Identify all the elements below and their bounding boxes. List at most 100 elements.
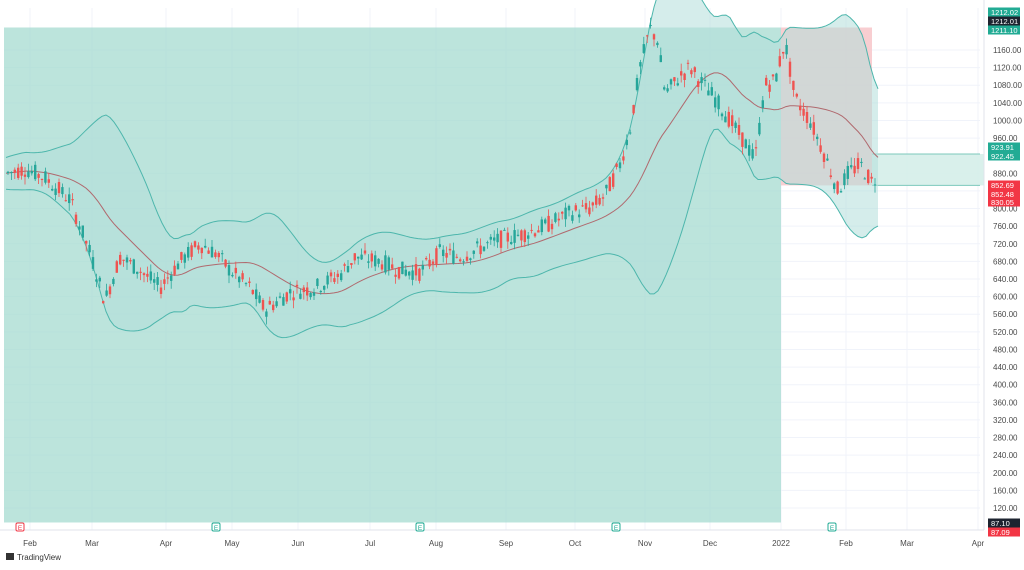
candle[interactable] xyxy=(663,85,666,91)
candle[interactable] xyxy=(139,267,142,281)
candle[interactable] xyxy=(557,212,560,227)
candle[interactable] xyxy=(302,285,305,300)
candle[interactable] xyxy=(625,134,628,150)
candle[interactable] xyxy=(612,169,615,190)
candle[interactable] xyxy=(88,240,91,257)
candle[interactable] xyxy=(153,272,156,290)
candle[interactable] xyxy=(278,292,282,299)
candle[interactable] xyxy=(204,238,207,249)
candle[interactable] xyxy=(591,201,594,212)
candle[interactable] xyxy=(265,308,268,325)
candle[interactable] xyxy=(554,211,557,224)
candle[interactable] xyxy=(588,200,591,217)
candle[interactable] xyxy=(639,59,642,75)
candle[interactable] xyxy=(635,74,639,92)
candle[interactable] xyxy=(853,158,856,178)
candle[interactable] xyxy=(34,161,37,182)
candle[interactable] xyxy=(493,230,496,247)
candle[interactable] xyxy=(822,152,826,169)
candle[interactable] xyxy=(57,178,61,198)
event-marker[interactable]: E xyxy=(827,522,837,532)
candle[interactable] xyxy=(751,143,754,161)
candle[interactable] xyxy=(819,138,822,154)
candle[interactable] xyxy=(68,187,71,211)
candle[interactable] xyxy=(435,245,438,268)
candle[interactable] xyxy=(540,216,543,236)
candle[interactable] xyxy=(119,251,122,266)
candle[interactable] xyxy=(873,178,877,193)
event-marker[interactable]: E xyxy=(611,522,621,532)
candle[interactable] xyxy=(51,185,54,192)
candle[interactable] xyxy=(659,47,662,63)
candle[interactable] xyxy=(506,227,509,249)
candle[interactable] xyxy=(13,167,16,180)
candle[interactable] xyxy=(200,247,203,260)
candle[interactable] xyxy=(40,178,44,187)
candle[interactable] xyxy=(431,259,435,272)
candle[interactable] xyxy=(85,240,88,252)
candle[interactable] xyxy=(782,51,785,59)
candle[interactable] xyxy=(285,291,288,304)
candle[interactable] xyxy=(775,72,778,82)
candle[interactable] xyxy=(802,102,805,121)
candle[interactable] xyxy=(503,227,506,231)
candle[interactable] xyxy=(238,275,241,288)
candle[interactable] xyxy=(37,172,40,185)
candle[interactable] xyxy=(550,219,554,235)
candle[interactable] xyxy=(374,250,377,272)
candle[interactable] xyxy=(720,112,724,121)
candle[interactable] xyxy=(622,150,625,165)
candle[interactable] xyxy=(530,223,533,234)
candle[interactable] xyxy=(190,242,193,261)
candle[interactable] xyxy=(632,104,635,116)
candle[interactable] xyxy=(703,73,707,87)
candle[interactable] xyxy=(91,249,95,271)
candle[interactable] xyxy=(867,168,870,185)
candle[interactable] xyxy=(282,293,285,306)
candle[interactable] xyxy=(734,120,737,133)
candle[interactable] xyxy=(707,82,710,96)
candle[interactable] xyxy=(408,270,411,280)
event-marker[interactable]: E xyxy=(415,522,425,532)
candle[interactable] xyxy=(353,253,356,265)
candle[interactable] xyxy=(727,106,730,129)
candle[interactable] xyxy=(595,189,598,209)
candle[interactable] xyxy=(112,277,115,287)
candle[interactable] xyxy=(425,256,428,261)
candle[interactable] xyxy=(323,285,326,294)
candle[interactable] xyxy=(367,254,370,269)
candle[interactable] xyxy=(275,296,278,308)
candle[interactable] xyxy=(316,278,319,289)
candle[interactable] xyxy=(210,240,214,258)
candle[interactable] xyxy=(404,264,407,277)
candle[interactable] xyxy=(513,223,516,250)
candle[interactable] xyxy=(860,158,863,168)
candle[interactable] xyxy=(391,257,394,270)
candle[interactable] xyxy=(669,78,673,90)
candle[interactable] xyxy=(469,257,472,265)
candle[interactable] xyxy=(792,80,795,97)
candle[interactable] xyxy=(255,283,258,307)
candle[interactable] xyxy=(642,36,645,54)
candle[interactable] xyxy=(231,272,234,278)
candle[interactable] xyxy=(183,252,186,269)
candle[interactable] xyxy=(197,242,200,254)
candle[interactable] xyxy=(693,66,696,79)
candle[interactable] xyxy=(187,242,190,261)
candle[interactable] xyxy=(465,251,469,263)
candle[interactable] xyxy=(224,259,227,269)
candle[interactable] xyxy=(448,243,452,256)
candle[interactable] xyxy=(826,153,829,162)
candle[interactable] xyxy=(268,296,271,305)
candle[interactable] xyxy=(30,165,33,176)
candle[interactable] xyxy=(333,271,336,284)
candle[interactable] xyxy=(833,182,836,194)
candle[interactable] xyxy=(690,68,693,78)
candle[interactable] xyxy=(605,184,608,195)
candle[interactable] xyxy=(418,267,421,284)
tradingview-logo[interactable]: TradingView xyxy=(6,553,61,562)
candle[interactable] xyxy=(482,246,486,252)
candle[interactable] xyxy=(312,288,316,301)
candle[interactable] xyxy=(27,163,30,179)
